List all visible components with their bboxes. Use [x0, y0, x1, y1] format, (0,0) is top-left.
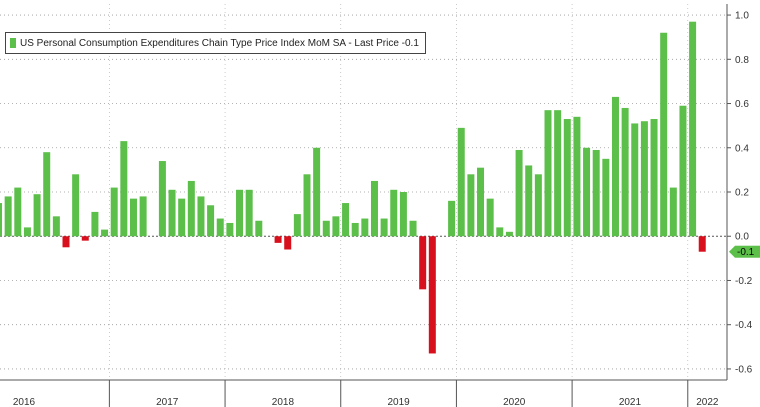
bar: [332, 216, 340, 237]
bar: [284, 236, 292, 250]
bar: [669, 187, 677, 237]
legend-label: US Personal Consumption Expenditures Cha…: [20, 37, 419, 49]
bar: [120, 141, 128, 237]
legend: US Personal Consumption Expenditures Cha…: [5, 32, 426, 54]
bar: [544, 110, 552, 237]
bar: [91, 211, 99, 237]
x-axis: 2016 2017 2018 2019 2020 2021 2022: [0, 379, 727, 407]
bar: [390, 189, 398, 237]
y-tick-label: -0.2: [735, 276, 753, 287]
bar: [274, 236, 282, 243]
bar: [631, 123, 639, 237]
bar: [168, 189, 176, 237]
bar: [660, 32, 668, 237]
bar: [679, 105, 687, 237]
x-tick-label: 2020: [503, 397, 526, 407]
bar: [457, 127, 465, 237]
bar: [370, 180, 378, 237]
bar: [322, 220, 330, 237]
bar: [4, 196, 12, 237]
bar: [573, 116, 581, 237]
bar: [207, 205, 215, 237]
bar: [303, 174, 311, 237]
y-tick-label: 0.2: [735, 188, 749, 199]
bar: [197, 196, 205, 237]
bar: [236, 189, 244, 237]
bar: [81, 236, 89, 241]
x-tick-label: 2018: [272, 397, 295, 407]
bar: [216, 218, 224, 237]
bar: [139, 196, 147, 237]
bar: [52, 216, 60, 237]
x-tick-label: 2016: [13, 397, 36, 407]
last-value-pointer: [729, 245, 735, 258]
bar: [0, 203, 3, 237]
bar: [534, 174, 542, 237]
bar: [563, 119, 571, 237]
bar: [640, 121, 648, 237]
bar: [33, 194, 41, 237]
bar: [650, 119, 658, 237]
y-tick-label: 0.8: [735, 55, 749, 66]
y-axis: -0.6 -0.4 -0.2 0.0 0.2 0.4 0.6 0.8 1.0: [726, 4, 753, 380]
bar: [477, 167, 485, 237]
bar: [486, 198, 494, 237]
bar: [14, 187, 22, 237]
bar: [342, 203, 350, 237]
legend-swatch: [10, 38, 16, 48]
bar: [621, 107, 629, 237]
bar: [525, 165, 533, 237]
bar: [110, 187, 118, 237]
bar: [293, 214, 301, 237]
bar: [399, 192, 407, 237]
last-value-label: -0.1: [737, 247, 755, 258]
bar: [43, 152, 51, 237]
bar: [62, 236, 70, 248]
bar: [554, 110, 562, 237]
x-tick-label: 2017: [156, 397, 179, 407]
bar: [428, 236, 436, 354]
bar: [689, 21, 697, 237]
bar: [496, 227, 504, 237]
bar: [515, 149, 523, 237]
y-tick-label: -0.6: [735, 364, 753, 375]
bar: [583, 147, 591, 237]
bar: [698, 236, 706, 252]
bar: [467, 174, 475, 237]
x-tick-label: 2021: [619, 397, 642, 407]
bar: [255, 220, 263, 237]
bar: [380, 218, 388, 237]
bar: [245, 189, 253, 237]
bar: [129, 198, 137, 237]
bar: [448, 200, 456, 237]
bar: [158, 161, 166, 237]
last-value-marker: -0.1: [729, 245, 760, 258]
bar: [361, 218, 369, 237]
y-tick-label: -0.4: [735, 320, 753, 331]
x-tick-label: 2022: [696, 397, 719, 407]
bar: [313, 147, 321, 237]
bar: [187, 180, 195, 237]
bar: [72, 174, 80, 237]
bars: [0, 21, 706, 354]
bar: [101, 229, 109, 237]
last-value-badge: [735, 245, 760, 258]
bar: [602, 158, 610, 237]
bar: [23, 227, 31, 237]
bar: [611, 96, 619, 237]
bar: [351, 222, 359, 237]
y-tick-label: 0.0: [735, 232, 749, 243]
bar: [226, 222, 234, 237]
bar: [409, 220, 417, 237]
y-tick-label: 0.6: [735, 99, 749, 110]
bar: [505, 231, 513, 237]
y-tick-label: 0.4: [735, 143, 749, 154]
y-tick-label: 1.0: [735, 11, 749, 22]
bar: [419, 236, 427, 290]
x-tick-label: 2019: [387, 397, 410, 407]
bar: [592, 149, 600, 237]
bar: [178, 198, 186, 237]
